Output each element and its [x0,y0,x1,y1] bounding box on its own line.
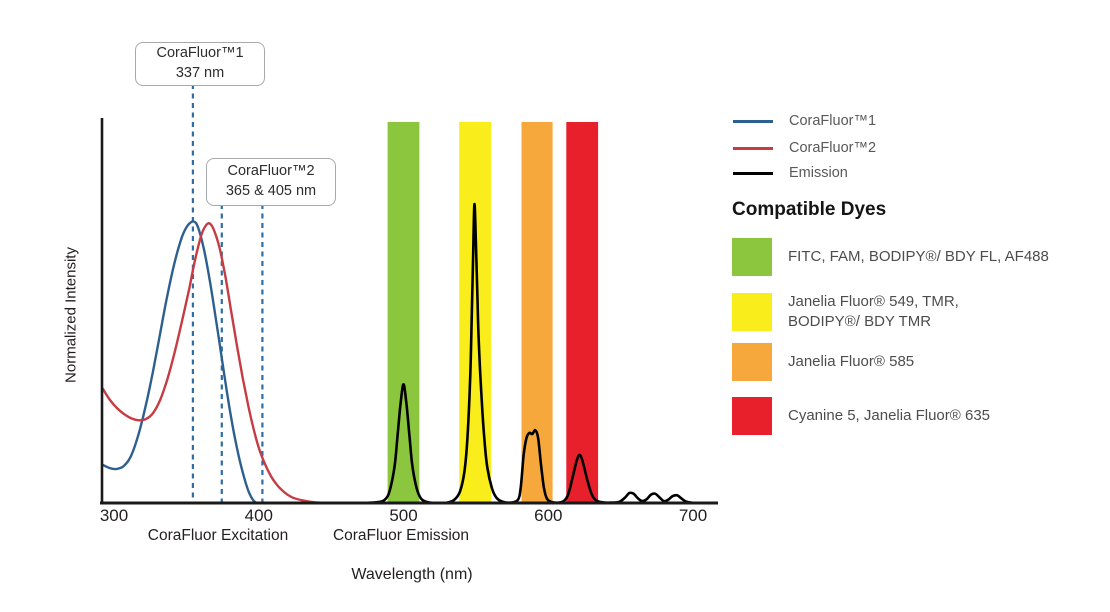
dye-label: Janelia Fluor® 549, TMR, BODIPY®/ BDY TM… [788,293,959,330]
spectrum-curve-corafluor-2 [101,222,330,505]
dye-label: Cyanine 5, Janelia Fluor® 635 [788,407,991,425]
dye-item-yellow: Janelia Fluor® 549, TMR, BODIPY®/ BDY TM… [732,292,959,331]
x-axis-section-excitation: CoraFluor Excitation [147,527,289,544]
annotation-title: CoraFluor™1 [156,45,244,62]
spectrum-curve-emission [351,202,701,505]
x-axis-title: Wavelength (nm) [351,566,473,583]
dye-item-orange: Janelia Fluor® 585 [732,343,914,381]
x-tick-label-300: 300 [100,506,128,525]
dye-item-green: FITC, FAM, BODIPY®/ BDY FL, AF488 [732,238,1049,276]
annotation-box-corafluor2: CoraFluor™2 365 & 405 nm [206,158,336,206]
green-color-swatch [732,238,772,276]
line-swatch-blue [733,119,773,123]
x-tick-label-600: 600 [534,506,562,525]
legend-item-emission: Emission [733,165,848,181]
red-color-swatch [732,397,772,435]
dye-label: Janelia Fluor® 585 [788,353,915,371]
emission-window-band-0 [387,122,420,503]
yellow-color-swatch [732,292,772,331]
dye-item-red: Cyanine 5, Janelia Fluor® 635 [732,397,990,435]
annotation-value: 365 & 405 nm [225,183,317,199]
annotation-box-corafluor1: CoraFluor™1 337 nm [135,42,265,86]
legend-label: CoraFluor™2 [789,140,877,156]
x-tick-label-500: 500 [389,506,417,525]
emission-window-band-3 [566,122,599,503]
compatible-dyes-heading: Compatible Dyes [732,199,887,220]
orange-color-swatch [732,343,772,381]
line-swatch-red [733,146,773,150]
x-tick-label-400: 400 [245,506,273,525]
annotation-title: CoraFluor™2 [227,163,315,180]
spectrum-curve-corafluor-1 [101,220,258,505]
legend-label: Emission [789,165,848,181]
annotation-value: 337 nm [175,65,225,81]
line-swatch-black [733,171,773,175]
dye-label: FITC, FAM, BODIPY®/ BDY FL, AF488 [788,248,1049,266]
y-axis-label: Normalized Intensity [62,247,80,383]
legend-item-corafluor1: CoraFluor™1 [733,113,876,129]
x-axis-section-emission: CoraFluor Emission [332,527,470,544]
legend-label: CoraFluor™1 [789,113,877,129]
legend-item-corafluor2: CoraFluor™2 [733,140,876,156]
x-tick-label-700: 700 [679,506,707,525]
